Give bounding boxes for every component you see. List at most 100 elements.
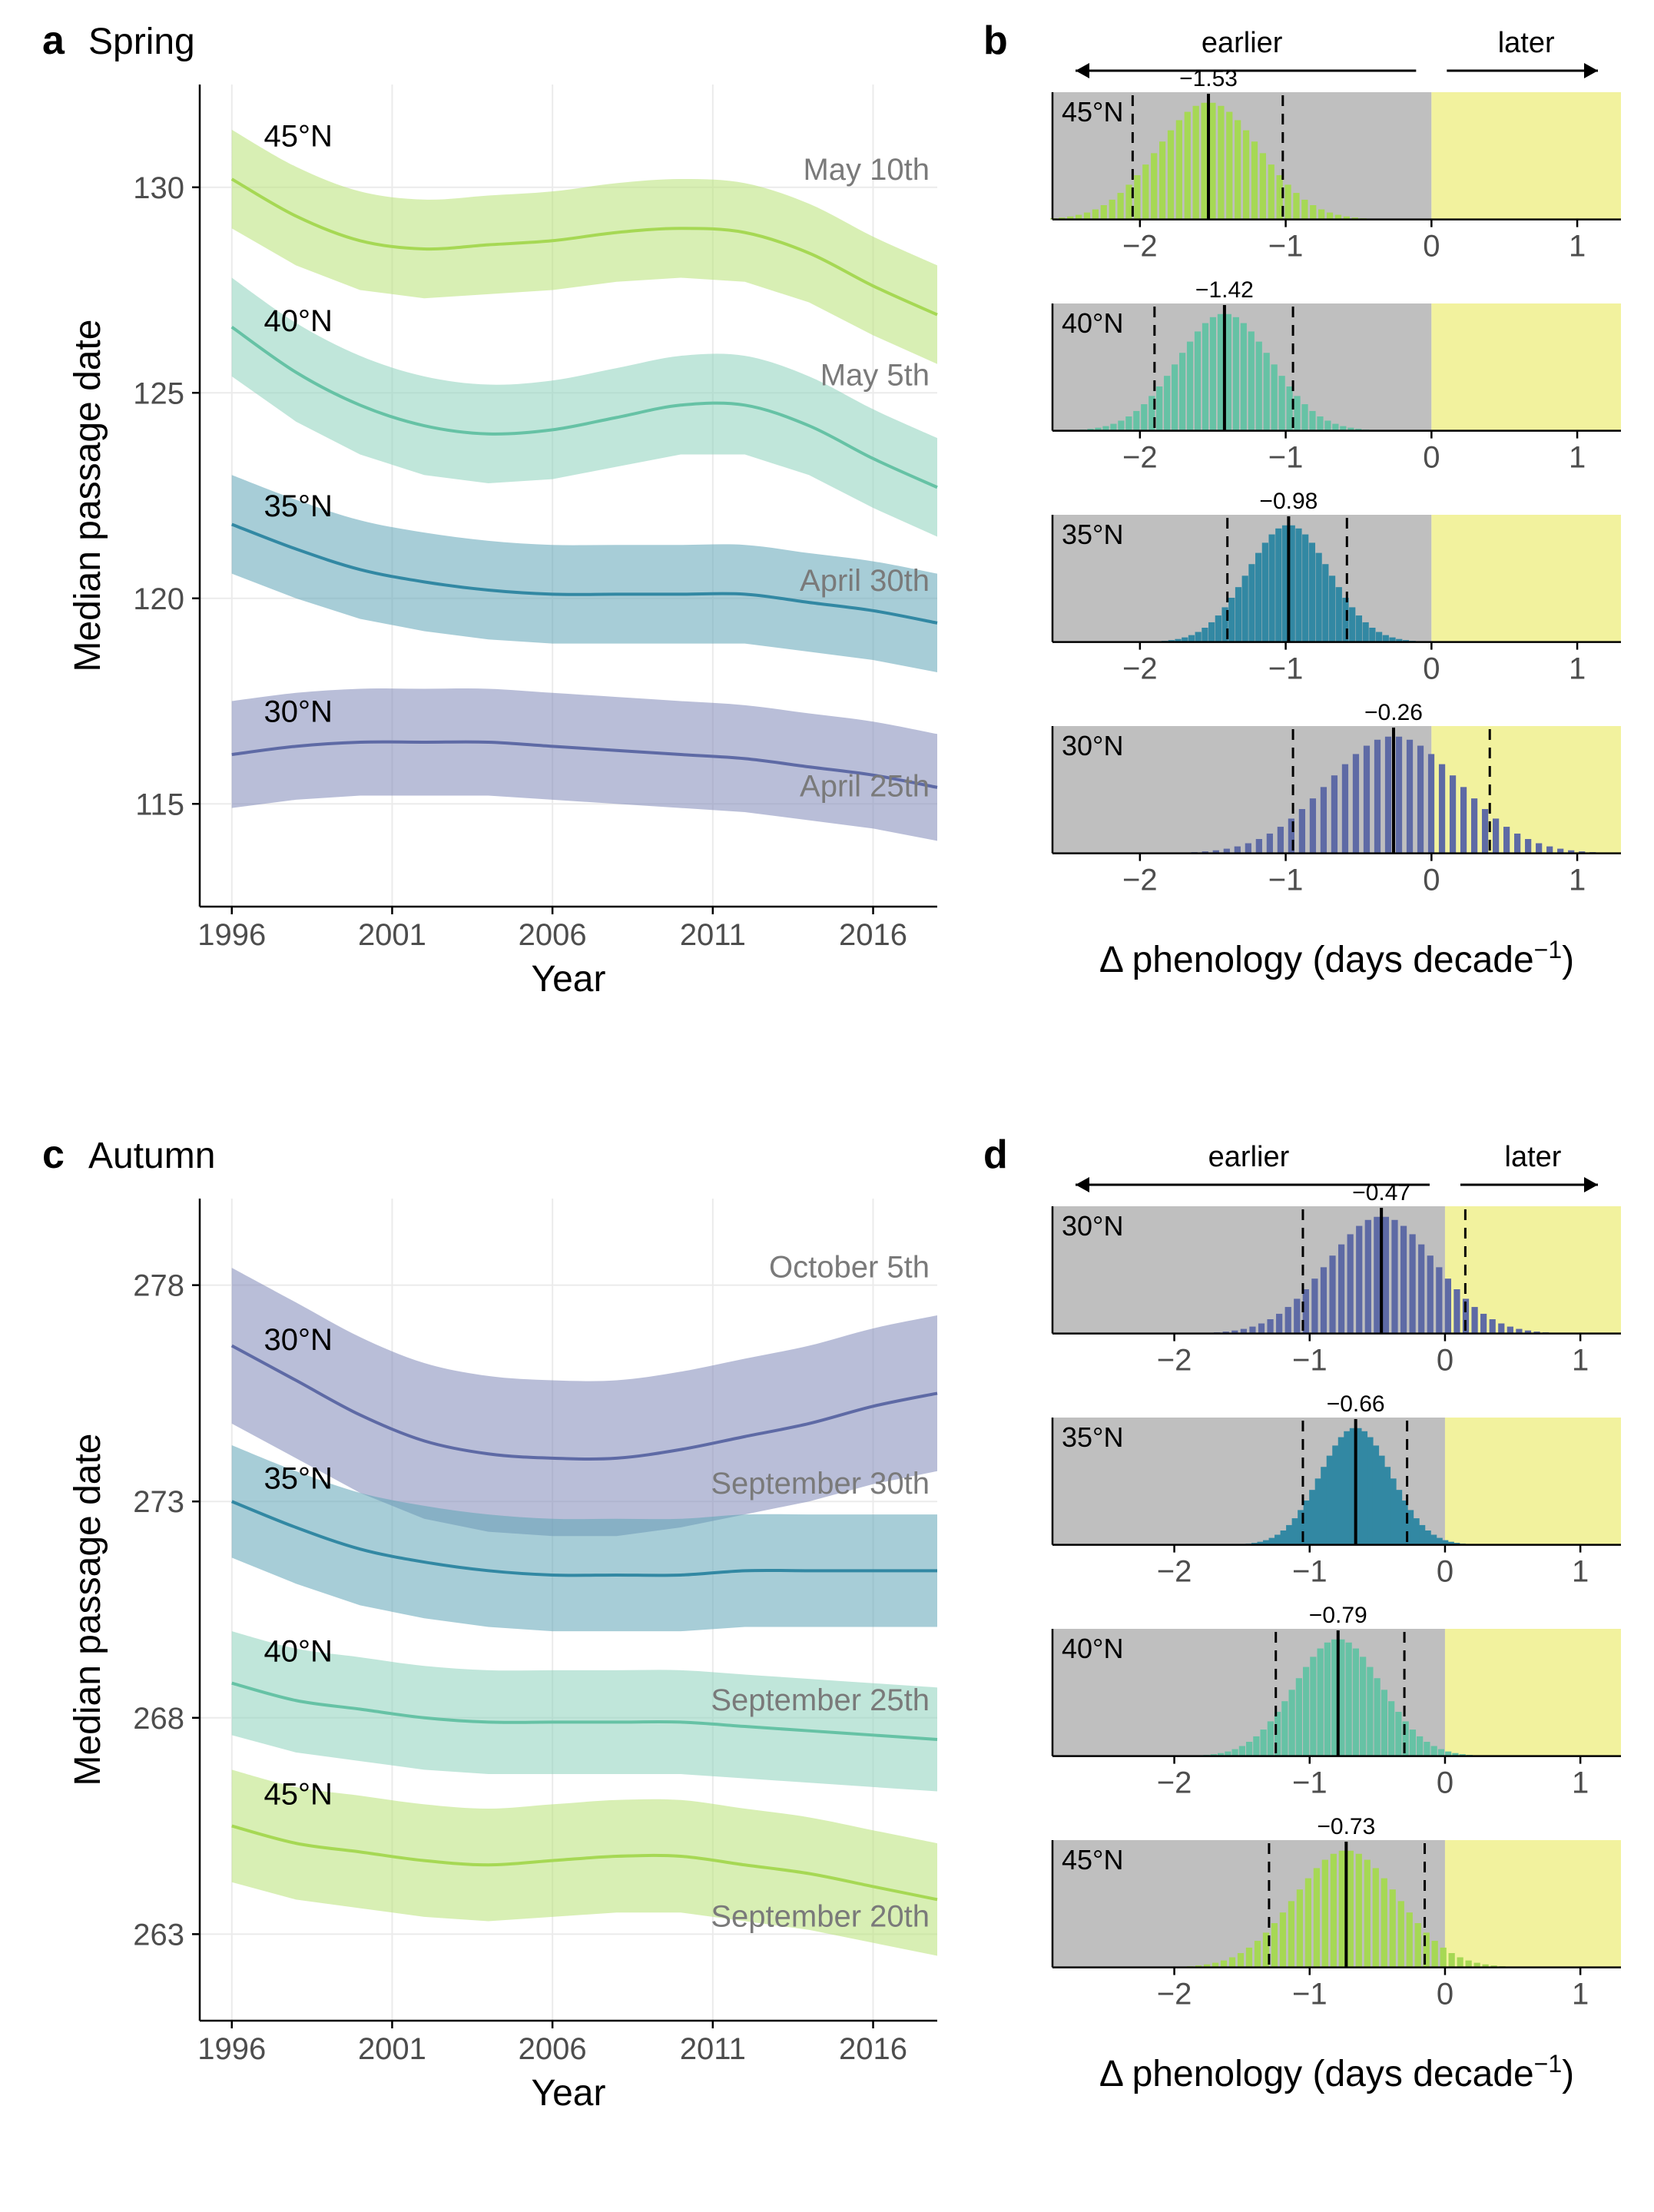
hist-x-tick-label: 1 <box>1569 864 1586 897</box>
hist-bar <box>1271 364 1278 430</box>
hist-bar <box>1279 376 1285 430</box>
hist-lat-label: 35°N <box>1062 1421 1123 1453</box>
lat-label-35°N: 35°N <box>264 489 332 523</box>
hist-x-tick-label: −2 <box>1157 1344 1192 1378</box>
hist-bg-later <box>1431 515 1621 642</box>
hist-bar <box>1388 1701 1394 1756</box>
hist-bar <box>1338 1245 1344 1334</box>
hist-subpanel-45°N: −1.5345°N−2−101 <box>1050 66 1621 264</box>
hist-bar <box>1324 1643 1331 1756</box>
hist-bar <box>1374 1678 1381 1756</box>
hist-bar <box>1400 1226 1407 1334</box>
hist-bar <box>1141 404 1147 431</box>
hist-x-tick-label: 0 <box>1423 230 1440 264</box>
hist-bar <box>1195 632 1202 642</box>
hist-bar <box>1302 535 1308 642</box>
panel-a: aSpring45°N40°N35°N30°NMay 10thMay 5thAp… <box>42 18 937 1000</box>
hist-x-tick-label: 0 <box>1423 441 1440 475</box>
hist-bar <box>1209 103 1215 220</box>
hist-bar <box>1378 1456 1384 1545</box>
hist-x-tick-label: 0 <box>1437 1344 1453 1378</box>
hist-bar <box>1218 106 1224 220</box>
x-tick-label: 2006 <box>519 918 587 952</box>
hist-bar <box>1296 1678 1302 1756</box>
hist-bar <box>1202 628 1208 642</box>
hist-bar <box>1376 632 1382 642</box>
hist-bar <box>1238 1953 1244 1968</box>
hist-subpanel-35°N: −0.6635°N−2−101 <box>1052 1391 1621 1589</box>
hist-subpanel-35°N: −0.9835°N−2−101 <box>1052 489 1621 686</box>
hist-bar <box>1258 1324 1265 1334</box>
y-tick-label: 273 <box>133 1485 184 1519</box>
hist-bar <box>1101 205 1107 220</box>
hist-bg-later <box>1431 726 1621 854</box>
date-label: April 30th <box>800 564 930 598</box>
arrowhead-later <box>1584 1177 1598 1192</box>
hist-bar <box>1364 1860 1371 1968</box>
hist-bar <box>1384 1467 1390 1544</box>
hist-bar <box>1125 416 1132 431</box>
hist-x-tick-label: −1 <box>1292 1344 1328 1378</box>
hist-bar <box>1344 1431 1350 1545</box>
hist-bar <box>1156 386 1162 431</box>
hist-bar <box>1428 754 1434 853</box>
hist-bar <box>1480 1314 1487 1334</box>
hist-bar <box>1248 331 1255 430</box>
hist-bar <box>1460 787 1467 853</box>
x-tick-label: 2001 <box>358 2032 426 2066</box>
hist-bar <box>1092 210 1099 220</box>
hist-bg-later <box>1431 92 1621 220</box>
hist-bar <box>1436 1267 1442 1333</box>
hist-bar <box>1218 314 1224 431</box>
hist-bar <box>1427 1255 1434 1333</box>
hist-bar <box>1445 1278 1451 1333</box>
mean-label: −0.66 <box>1327 1391 1385 1417</box>
hist-bar <box>1294 1298 1300 1333</box>
hist-bar <box>1503 827 1510 854</box>
x-tick-label: 2006 <box>519 2032 587 2066</box>
x-tick-label: 2011 <box>680 2032 746 2066</box>
hist-bar <box>1289 1690 1295 1756</box>
y-tick-label: 263 <box>133 1918 184 1952</box>
lat-label-30°N: 30°N <box>264 1323 332 1357</box>
hist-bar <box>1168 131 1174 220</box>
hist-x-tick-label: 0 <box>1423 652 1440 686</box>
hist-subpanel-30°N: −0.2630°N−2−101 <box>1052 700 1621 897</box>
hist-bar <box>1432 1941 1438 1968</box>
hist-bar <box>1110 424 1116 431</box>
hist-bar <box>1439 764 1445 854</box>
hist-bar <box>1309 542 1315 642</box>
mean-label: −0.98 <box>1259 489 1318 514</box>
hist-bar <box>1109 200 1115 220</box>
hist-bar <box>1398 1901 1404 1967</box>
hist-bar <box>1391 1220 1397 1334</box>
hist-bar <box>1437 1538 1443 1545</box>
hist-bar <box>1286 386 1292 431</box>
hist-bar <box>1315 1478 1321 1544</box>
hist-bar <box>1294 396 1300 430</box>
mean-label: −0.79 <box>1309 1603 1367 1628</box>
hist-x-tick-label: −2 <box>1122 652 1158 686</box>
hist-bar <box>1309 411 1315 431</box>
hist-bar <box>1316 553 1322 642</box>
arrowhead-earlier <box>1076 63 1089 78</box>
hist-bar <box>1356 1226 1362 1334</box>
date-label: September 25th <box>711 1683 930 1717</box>
hist-x-tick-label: −1 <box>1292 1766 1328 1800</box>
hist-bar <box>1267 834 1273 854</box>
hist-x-tick-label: −1 <box>1292 1555 1328 1589</box>
hist-bar <box>1425 1530 1431 1545</box>
hist-subpanel-30°N: −0.4730°N−2−101 <box>1052 1180 1621 1378</box>
hist-bar <box>1410 1234 1416 1333</box>
y-tick-label: 120 <box>133 582 184 616</box>
mean-label: −1.42 <box>1195 277 1254 303</box>
hist-x-tick-label: 1 <box>1569 230 1586 264</box>
hist-x-axis-title: Δ phenology (days decade−1) <box>1099 2050 1574 2094</box>
hist-bar <box>1142 164 1149 219</box>
hist-bar <box>1261 1729 1267 1756</box>
hist-bar <box>1364 746 1370 854</box>
x-tick-label: 1996 <box>197 918 266 952</box>
hist-bar <box>1253 1736 1259 1756</box>
hist-bar <box>1235 847 1241 854</box>
hist-bar <box>1493 818 1499 853</box>
